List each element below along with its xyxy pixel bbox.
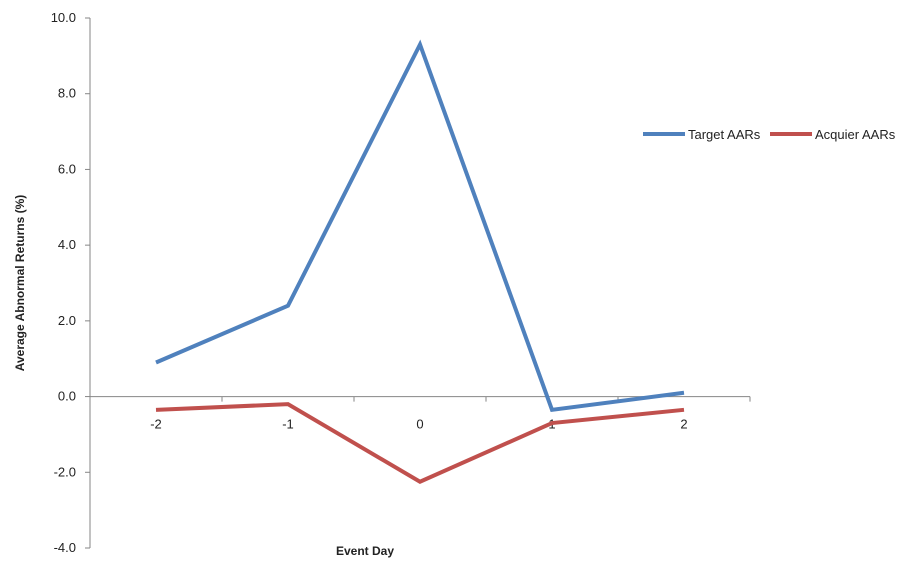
series-line-target-aars — [155, 39, 685, 413]
y-tick-label: 4.0 — [58, 237, 76, 252]
x-tick-label: 0 — [416, 417, 423, 432]
y-tick-label: 8.0 — [58, 86, 76, 101]
y-tick-label: 6.0 — [58, 161, 76, 176]
x-tick-label: -2 — [150, 417, 162, 432]
x-tick-label: 2 — [680, 417, 687, 432]
series-lines — [155, 39, 685, 484]
x-tick-label: -1 — [282, 417, 294, 432]
y-tick-label: -4.0 — [54, 540, 76, 555]
x-axis-title: Event Day — [336, 544, 394, 558]
y-tick-label: 2.0 — [58, 313, 76, 328]
y-axis: -4.0 -2.0 0.0 2.0 4.0 6.0 8.0 10.0 — [51, 10, 91, 555]
y-axis-title: Average Abnormal Returns (%) — [13, 195, 27, 371]
legend-label: Target AARs — [688, 127, 761, 142]
legend-label: Acquier AARs — [815, 127, 896, 142]
legend: Target AARs Acquier AARs — [643, 127, 896, 142]
y-tick-label: 10.0 — [51, 10, 76, 25]
y-tick-label: -2.0 — [54, 464, 76, 479]
y-tick-label: 0.0 — [58, 389, 76, 404]
